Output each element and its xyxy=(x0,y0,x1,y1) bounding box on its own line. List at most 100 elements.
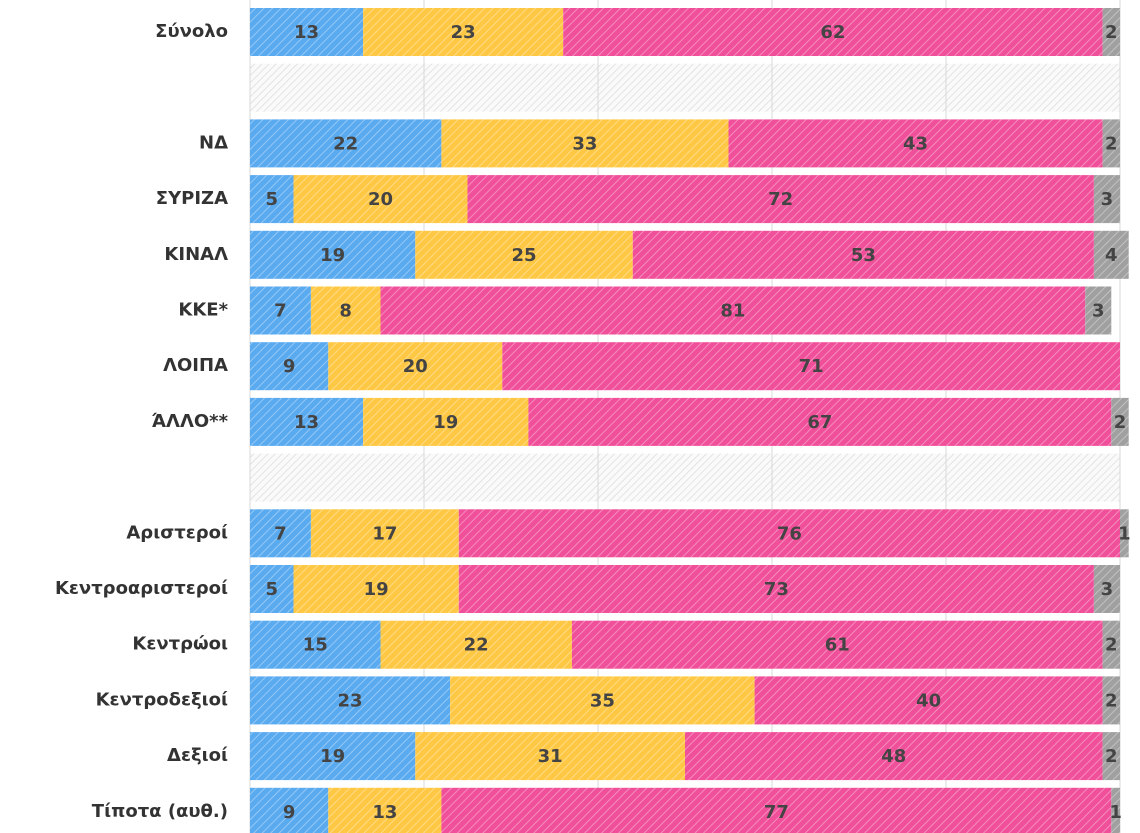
data-label: 77 xyxy=(764,802,789,823)
bar-hatch xyxy=(1111,787,1120,833)
bar-hatch xyxy=(250,119,442,168)
bar-hatch xyxy=(458,565,1094,613)
data-label: 48 xyxy=(881,746,906,767)
gap-row xyxy=(250,63,1120,112)
bar-hatch xyxy=(754,676,1103,725)
bar-hatch xyxy=(1093,565,1120,613)
bar-hatch xyxy=(458,509,1120,558)
data-label: 2 xyxy=(1105,746,1118,767)
bar-hatch xyxy=(563,8,1103,56)
data-label: 33 xyxy=(572,133,597,154)
data-label: 43 xyxy=(903,133,928,154)
bar-hatch xyxy=(467,175,1094,224)
data-label: 3 xyxy=(1101,189,1114,210)
bar-hatch xyxy=(250,620,381,669)
data-label: 19 xyxy=(433,412,458,433)
data-label: 25 xyxy=(512,245,537,266)
data-label: 67 xyxy=(807,412,832,433)
data-label: 5 xyxy=(265,189,278,210)
bar-hatch xyxy=(528,397,1112,446)
category-label: ΣΥΡΙΖΑ xyxy=(156,188,228,209)
data-label: 2 xyxy=(1105,635,1118,656)
data-label: 20 xyxy=(368,189,393,210)
bar-hatch xyxy=(250,676,451,725)
bar-hatch xyxy=(310,509,459,558)
data-label: 13 xyxy=(294,412,319,433)
bar-hatch xyxy=(380,620,572,669)
bar-hatch xyxy=(250,732,416,781)
bar-hatch xyxy=(250,342,329,391)
bar-hatch xyxy=(1093,230,1129,279)
bar-hatch xyxy=(1102,732,1120,781)
data-label: 15 xyxy=(303,635,328,656)
data-label: 19 xyxy=(364,579,389,600)
bar-hatch xyxy=(1085,286,1112,335)
category-label: ΆΛΛΟ** xyxy=(152,411,229,432)
bar-hatch xyxy=(293,565,459,613)
data-label: 17 xyxy=(372,523,397,544)
bar-hatch xyxy=(363,397,529,446)
category-label: Κεντροδεξιοί xyxy=(96,689,228,710)
data-label: 35 xyxy=(590,690,615,711)
bar-hatch xyxy=(250,565,294,613)
category-label: Δεξιοί xyxy=(167,745,228,766)
bar-hatch xyxy=(685,732,1103,781)
bar-hatch xyxy=(1102,8,1120,56)
bar-hatch xyxy=(250,8,364,56)
bar-hatch xyxy=(250,787,329,833)
bar-hatch xyxy=(441,787,1112,833)
bar-hatch xyxy=(502,342,1120,391)
category-label: Κεντροαριστεροί xyxy=(55,578,228,599)
data-label: 13 xyxy=(372,802,397,823)
data-label: 8 xyxy=(339,301,352,322)
data-label: 1 xyxy=(1118,523,1131,544)
category-label: Αριστεροί xyxy=(126,522,228,543)
data-label: 31 xyxy=(538,746,563,767)
data-label: 62 xyxy=(820,22,845,43)
bar-hatch xyxy=(293,175,468,224)
data-label: 4 xyxy=(1105,245,1118,266)
bar-hatch xyxy=(415,230,633,279)
data-label: 9 xyxy=(283,802,296,823)
gap-row xyxy=(250,453,1120,502)
bar-hatch xyxy=(250,397,364,446)
data-label: 9 xyxy=(283,356,296,377)
data-label: 13 xyxy=(294,22,319,43)
data-label: 53 xyxy=(851,245,876,266)
data-label: 23 xyxy=(451,22,476,43)
category-label: ΛΟΙΠΑ xyxy=(163,355,228,376)
data-label: 2 xyxy=(1114,412,1127,433)
bar-hatch xyxy=(1111,397,1129,446)
data-label: 71 xyxy=(799,356,824,377)
data-label: 73 xyxy=(764,579,789,600)
bar-hatch xyxy=(441,119,729,168)
bar-hatch xyxy=(571,620,1103,669)
data-label: 5 xyxy=(265,579,278,600)
bar-hatch xyxy=(450,676,755,725)
bar-hatch xyxy=(250,175,294,224)
category-label: ΝΔ xyxy=(199,132,228,153)
data-label: 2 xyxy=(1105,22,1118,43)
category-label: Τίποτα (αυθ.) xyxy=(92,801,228,822)
bar-hatch xyxy=(310,286,381,335)
bar-hatch xyxy=(1102,620,1120,669)
data-label: 81 xyxy=(720,301,745,322)
bar-hatch xyxy=(380,286,1086,335)
category-label: Κεντρώοι xyxy=(132,634,228,655)
bar-hatch xyxy=(1102,676,1120,725)
bar-hatch xyxy=(728,119,1103,168)
data-label: 7 xyxy=(274,523,287,544)
data-label: 40 xyxy=(916,690,941,711)
bar-hatch xyxy=(363,8,564,56)
data-label: 72 xyxy=(768,189,793,210)
data-label: 19 xyxy=(320,245,345,266)
bar-hatch xyxy=(250,509,311,558)
data-label: 7 xyxy=(274,301,287,322)
data-label: 76 xyxy=(777,523,802,544)
data-label: 2 xyxy=(1105,690,1118,711)
data-label: 3 xyxy=(1101,579,1114,600)
category-label: Σύνολο xyxy=(155,21,228,42)
bar-hatch xyxy=(1102,119,1120,168)
data-label: 22 xyxy=(333,133,358,154)
